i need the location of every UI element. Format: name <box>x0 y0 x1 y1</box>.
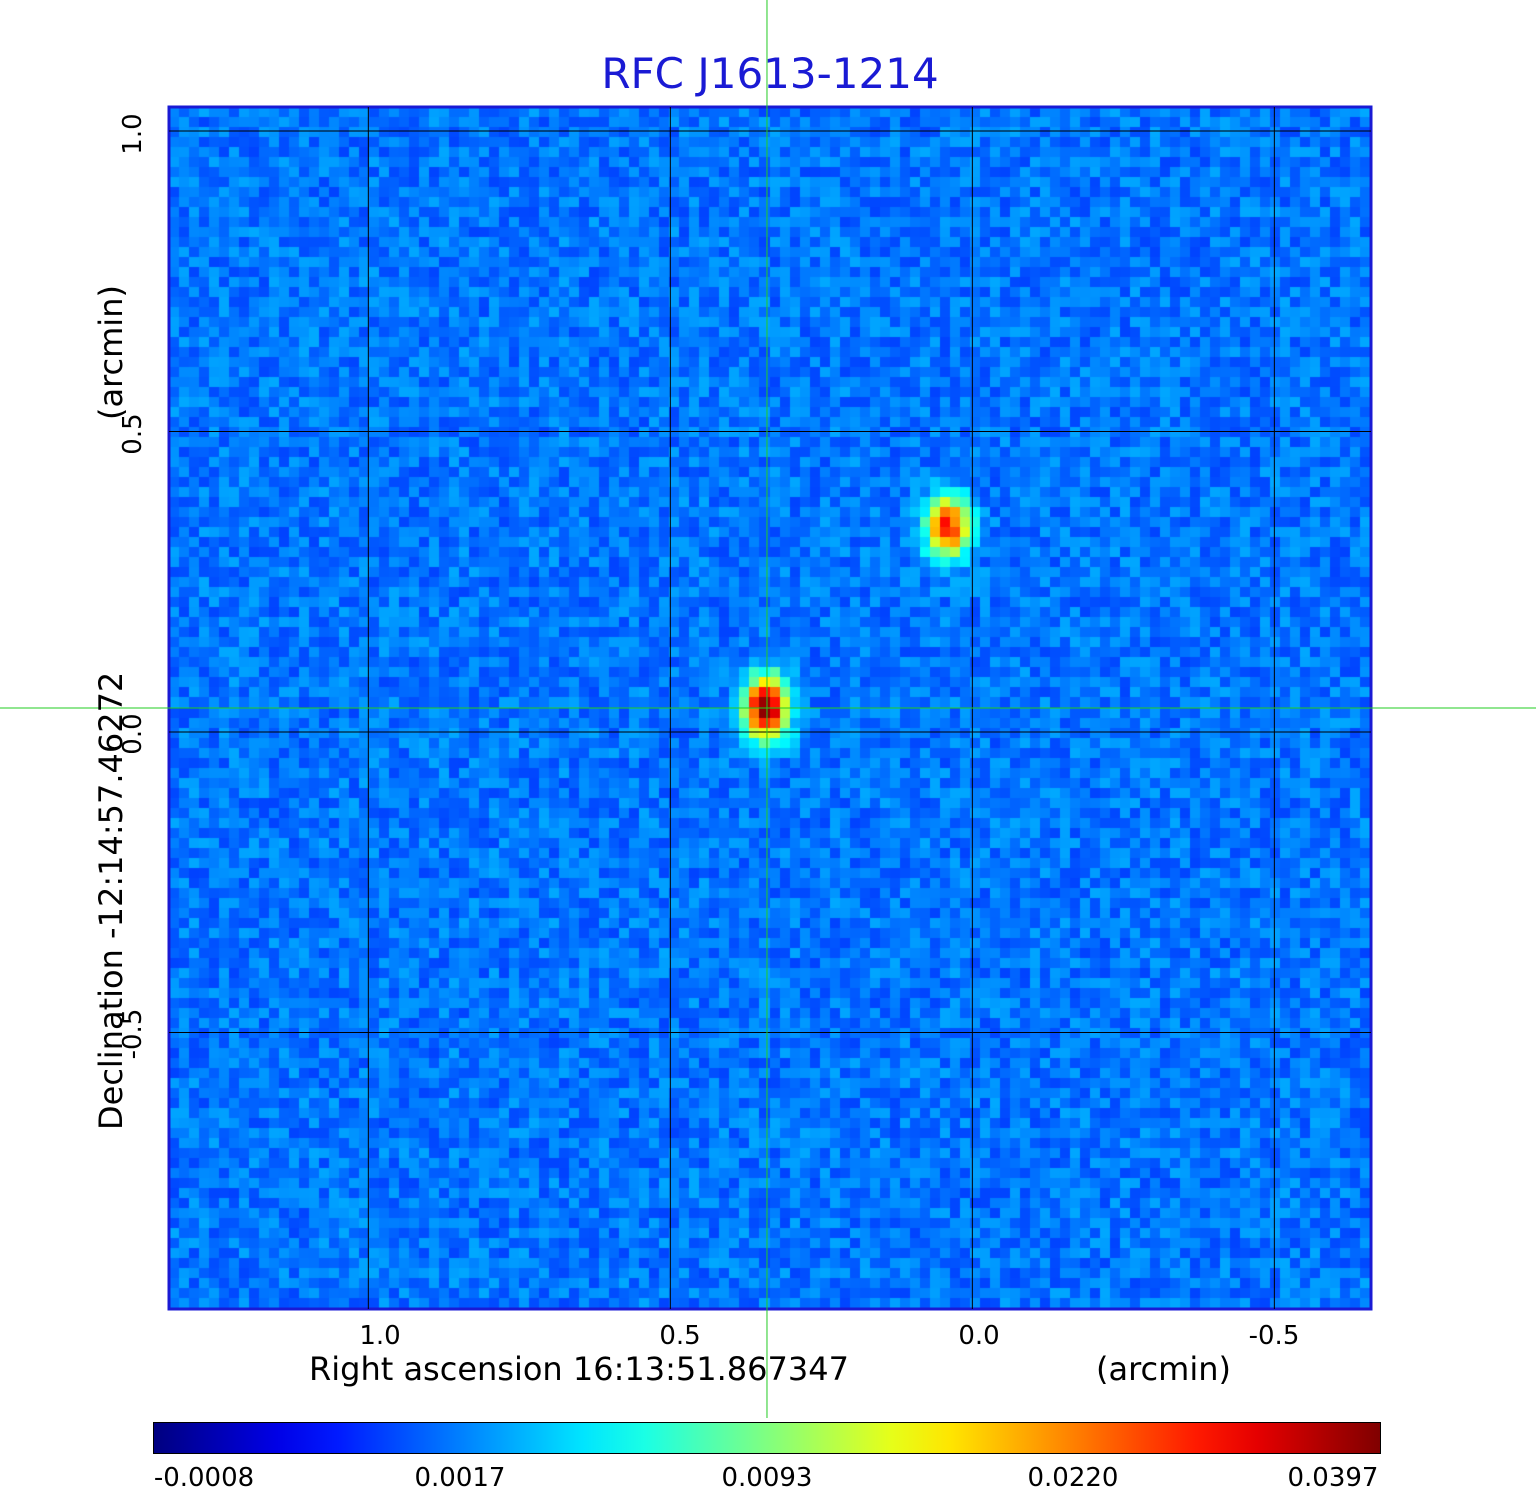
x-axis-unit: (arcmin) <box>1096 1350 1231 1388</box>
colorbar-tick-label: -0.0008 <box>153 1463 255 1493</box>
colorbar-tick-label: 0.0397 <box>1287 1463 1379 1493</box>
intensity-map <box>169 107 1371 1309</box>
colorbar-tick-label: 0.0220 <box>1027 1463 1119 1493</box>
x-tick-label: 1.0 <box>359 1321 401 1351</box>
heatmap-canvas <box>169 107 1371 1309</box>
y-axis-unit: (arcmin) <box>92 285 130 420</box>
x-tick-label: 0.5 <box>659 1321 701 1351</box>
y-axis-label: Declination -12:14:57.46272 <box>92 671 130 1130</box>
y-tick-label: 1.0 <box>118 113 148 155</box>
colorbar-tick-label: 0.0093 <box>721 1463 813 1493</box>
x-tick-label: 0.0 <box>958 1321 1000 1351</box>
x-axis-label: Right ascension 16:13:51.867347 <box>309 1350 849 1388</box>
chart-title: RFC J1613-1214 <box>601 49 939 98</box>
x-tick-label: -0.5 <box>1248 1321 1300 1351</box>
colorbar-tick-label: 0.0017 <box>414 1463 506 1493</box>
colorbar <box>153 1422 1381 1454</box>
